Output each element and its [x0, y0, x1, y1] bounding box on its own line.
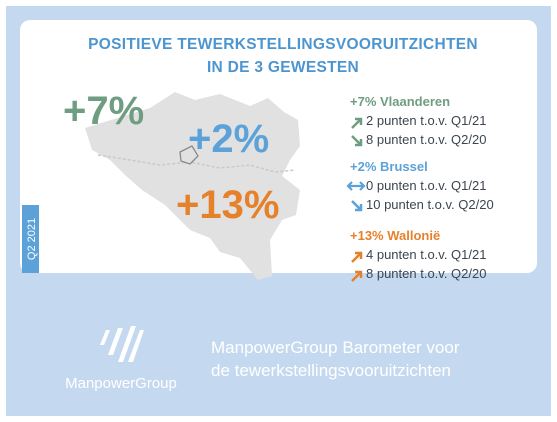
arrow-up: [351, 270, 363, 282]
arrow-up: [351, 251, 363, 263]
region-line: 2 punten t.o.v. Q1/21: [366, 113, 486, 128]
logo-stroke: [108, 328, 123, 355]
logo: [100, 326, 144, 362]
map-label: +13%: [176, 183, 279, 227]
region-heading: +13% Wallonië: [350, 228, 440, 243]
region-heading: +2% Brussel: [350, 159, 428, 174]
title-line: IN DE 3 GEWESTEN: [207, 59, 359, 76]
tagline: de tewerkstellingsvooruitzichten: [211, 361, 451, 380]
logo-stroke: [128, 330, 144, 362]
region-line: 10 punten t.o.v. Q2/20: [366, 197, 494, 212]
arrow-down: [351, 135, 363, 147]
region-line: 8 punten t.o.v. Q2/20: [366, 132, 486, 147]
region-line: 0 punten t.o.v. Q1/21: [366, 178, 486, 193]
region-line: 4 punten t.o.v. Q1/21: [366, 247, 486, 262]
map-label: +2%: [188, 117, 269, 161]
brand: ManpowerGroup: [65, 375, 177, 392]
arrow-down: [351, 200, 363, 212]
title-line: POSITIEVE TEWERKSTELLINGSVOORUITZICHTEN: [88, 36, 478, 53]
tab: [22, 205, 39, 273]
region-border: [97, 154, 296, 173]
arrow-up: [351, 117, 363, 129]
logo-stroke: [118, 326, 136, 362]
tab-label: Q2 2021: [26, 218, 38, 260]
map-label: +7%: [63, 89, 144, 133]
brussels: [179, 145, 199, 165]
logo-stroke: [100, 330, 110, 345]
map: [85, 92, 300, 280]
belgium: [85, 92, 300, 280]
tagline: ManpowerGroup Barometer voor: [211, 338, 460, 357]
region-heading: +7% Vlaanderen: [350, 94, 450, 109]
arrow-both: [346, 181, 366, 191]
region-line: 8 punten t.o.v. Q2/20: [366, 266, 486, 281]
